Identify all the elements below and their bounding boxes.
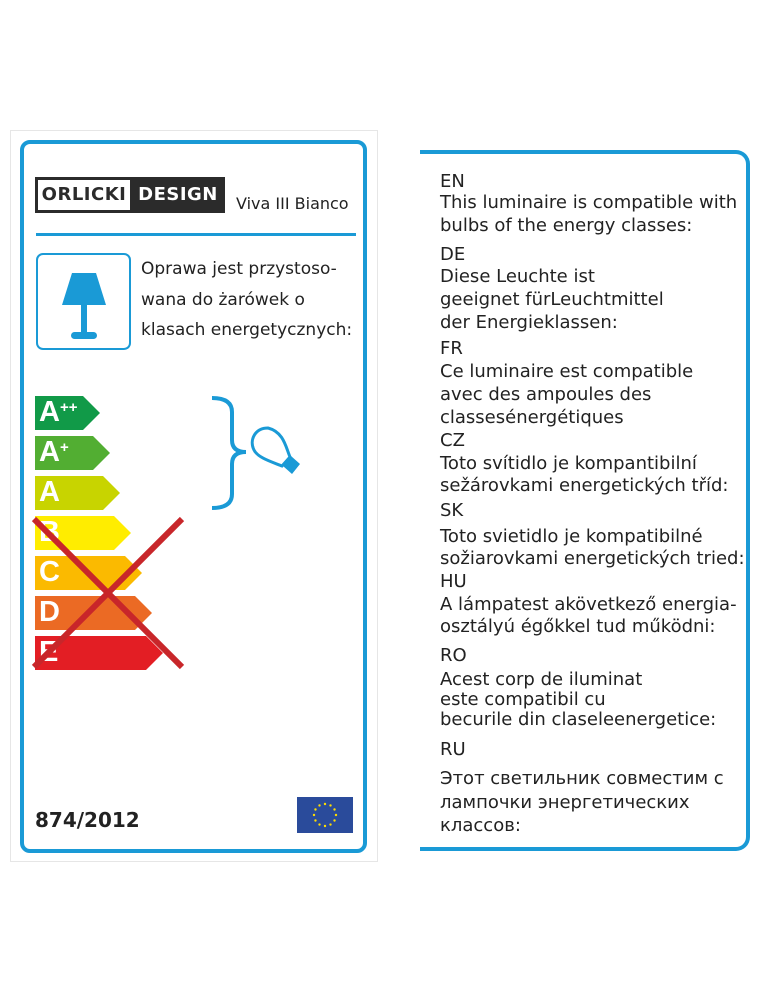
info-line: sežárovkami energetických tříd:	[440, 475, 729, 496]
lamp-icon-box	[36, 253, 131, 350]
eu-star	[329, 823, 332, 826]
info-line: avec des ampoules des	[440, 384, 652, 405]
info-line: Acest corp de iluminat	[440, 669, 643, 690]
energy-class-letter: A+	[39, 436, 69, 468]
eu-star	[334, 813, 338, 817]
logo-text-orlicki: ORLICKI	[38, 180, 130, 210]
eu-star	[333, 819, 336, 822]
language-code: SK	[440, 500, 464, 521]
info-line: классов:	[440, 815, 521, 836]
product-name: Viva III Bianco	[236, 194, 349, 213]
energy-label-pl	[20, 140, 367, 853]
description-line: klasach energetycznych:	[141, 320, 353, 340]
eu-flag-icon	[297, 797, 353, 833]
regulation-number: 874/2012	[35, 808, 140, 832]
label-frame	[10, 130, 378, 862]
energy-class-a-1plus: A+	[35, 436, 110, 470]
language-code: HU	[440, 571, 467, 592]
info-line: Toto svietidlo je kompatibilné	[440, 526, 703, 547]
cross-mark-icon	[31, 516, 185, 670]
info-line: Toto svítidlo je kompantibilní	[440, 453, 697, 474]
table-lamp-icon	[62, 273, 106, 339]
info-line: sožiarovkami energetických tried:	[440, 548, 745, 569]
energy-class-superscript: +	[59, 439, 69, 456]
energy-class-letter: C	[39, 556, 60, 588]
info-line: bulbs of the energy classes:	[440, 215, 693, 236]
energy-class-letter: A	[39, 476, 60, 508]
eu-star	[314, 808, 317, 811]
eu-star	[323, 824, 327, 828]
eu-star	[333, 808, 336, 811]
eu-star	[318, 804, 321, 807]
info-line: A lámpatest akövetkező energia-	[440, 594, 737, 615]
language-code: RO	[440, 645, 467, 666]
energy-class-letter: A++	[39, 396, 78, 428]
description-line: Oprawa jest przystoso-	[141, 259, 337, 279]
info-line: geeignet fürLeuchtmittel	[440, 289, 664, 310]
info-line: becurile din claseleenergetice:	[440, 709, 717, 730]
energy-class-d: D	[35, 596, 152, 630]
info-line: лампочки энергетических	[440, 792, 690, 813]
logo-text-design: DESIGN	[138, 184, 218, 205]
eu-star	[329, 804, 332, 807]
divider	[36, 233, 356, 236]
language-code: CZ	[440, 430, 465, 451]
info-line: este compatibil cu	[440, 689, 606, 710]
eu-star	[312, 813, 316, 817]
multilingual-info-panel	[420, 150, 750, 851]
language-code: EN	[440, 171, 465, 192]
language-code: DE	[440, 244, 466, 265]
bulb-icon	[250, 426, 300, 474]
description-line: wana do żarówek o	[141, 290, 305, 310]
language-code: RU	[440, 739, 466, 760]
eu-star	[318, 823, 321, 826]
info-line: Этот светильник совместим с	[440, 768, 724, 789]
info-line: This luminaire is compatible with	[440, 192, 738, 213]
language-code: FR	[440, 338, 463, 359]
energy-class-letter: D	[39, 596, 60, 628]
eu-star	[323, 802, 327, 806]
energy-class-a: A	[35, 476, 120, 510]
info-line: Diese Leuchte ist	[440, 266, 595, 287]
info-line: Ce luminaire est compatible	[440, 361, 694, 382]
brand-logo: ORLICKI DESIGN	[35, 177, 225, 213]
eu-star	[314, 819, 317, 822]
energy-class-superscript: ++	[59, 399, 78, 416]
info-line: osztályú égőkkel tud működni:	[440, 616, 716, 637]
brace-icon	[211, 396, 247, 510]
info-line: classesénergétiques	[440, 407, 624, 428]
info-line: der Energieklassen:	[440, 312, 618, 333]
